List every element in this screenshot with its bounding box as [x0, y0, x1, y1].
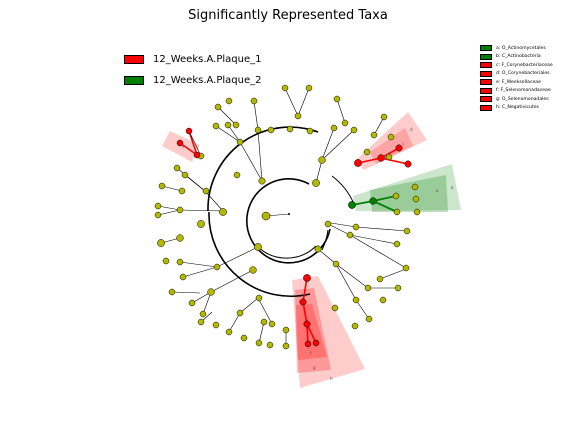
sector-letter-b: b [451, 185, 454, 190]
arc-upper [207, 126, 319, 212]
legend-entry-plaque-1: 12_Weeks.A.Plaque_1 [124, 51, 262, 67]
sector-letter-a: a [436, 188, 439, 193]
arc-lower-right [257, 245, 317, 259]
taxa-legend-entry: g: O_Selenomonadales [480, 95, 553, 103]
taxa-legend-entry: h: C_Negativicutes [480, 104, 553, 112]
taxa-label: d: O_Corynebacteriales [496, 71, 550, 76]
taxa-label: e: F_Weeksellaceae [496, 79, 541, 85]
taxa-legend-entry: d: O_Corynebacteriales [480, 70, 553, 78]
legend-entry-plaque-2: 12_Weeks.A.Plaque_2 [124, 72, 262, 88]
neutral-nodes [154, 84, 421, 350]
chart-title: Significantly Represented Taxa [188, 8, 388, 23]
red-nodes [176, 127, 412, 348]
taxa-label: b: C_Actinobacteria [496, 54, 541, 59]
sector-letter-d: d [410, 127, 413, 132]
taxa-label: f: F_Selenomonadaceae [496, 88, 551, 93]
highlight-letters: b a d c e h g f [182, 127, 454, 381]
taxa-label: c: F_Corynebacteriaceae [496, 62, 553, 68]
arc-right-upper [331, 175, 355, 205]
taxa-legend: a: O_Actinomycetales b: C_Actinobacteria… [480, 44, 553, 112]
taxa-swatch [480, 79, 492, 85]
highlight-sector-a [370, 175, 448, 212]
taxa-legend-entry: e: F_Weeksellaceae [480, 78, 553, 86]
taxa-legend-entry: b: C_Actinobacteria [480, 53, 553, 61]
taxa-label: g: O_Selenomonadales [496, 96, 549, 102]
highlight-sector-h [292, 276, 365, 388]
tree-nodes [154, 84, 421, 350]
taxa-legend-entry: f: F_Selenomonadaceae [480, 87, 553, 95]
taxa-swatch [480, 62, 492, 68]
legend-label: 12_Weeks.A.Plaque_2 [153, 74, 262, 86]
sector-letter-f: f [310, 351, 312, 356]
arc-right-lower [321, 229, 329, 251]
taxa-swatch [480, 70, 492, 77]
taxa-swatch [480, 87, 492, 94]
green-nodes [348, 197, 377, 209]
legend-label: 12_Weeks.A.Plaque_1 [153, 53, 262, 65]
tree-backbone [207, 126, 355, 297]
root-node [287, 212, 291, 216]
sector-letter-g: g [313, 365, 316, 370]
legend-swatch-red [124, 54, 144, 64]
sector-letter-h: h [330, 376, 333, 381]
sector-letter-c: c [402, 141, 404, 146]
taxa-label: a: O_Actinomycetales [496, 45, 546, 51]
highlight-sector-e [162, 131, 200, 162]
group-legend: 12_Weeks.A.Plaque_1 12_Weeks.A.Plaque_2 [124, 51, 262, 93]
highlight-sector-d [356, 112, 427, 170]
taxa-swatch [480, 45, 492, 51]
taxa-legend-entry: c: F_Corynebacteriaceae [480, 61, 553, 69]
taxa-label: h: C_Negativicutes [496, 105, 539, 110]
arc-lower [208, 211, 311, 297]
taxa-swatch [480, 53, 492, 60]
taxa-swatch [480, 96, 492, 102]
taxa-legend-entry: a: O_Actinomycetales [480, 44, 553, 52]
sector-letter-e: e [182, 144, 185, 149]
arc-inner [246, 178, 331, 264]
legend-swatch-green [124, 75, 144, 85]
taxa-swatch [480, 104, 492, 111]
